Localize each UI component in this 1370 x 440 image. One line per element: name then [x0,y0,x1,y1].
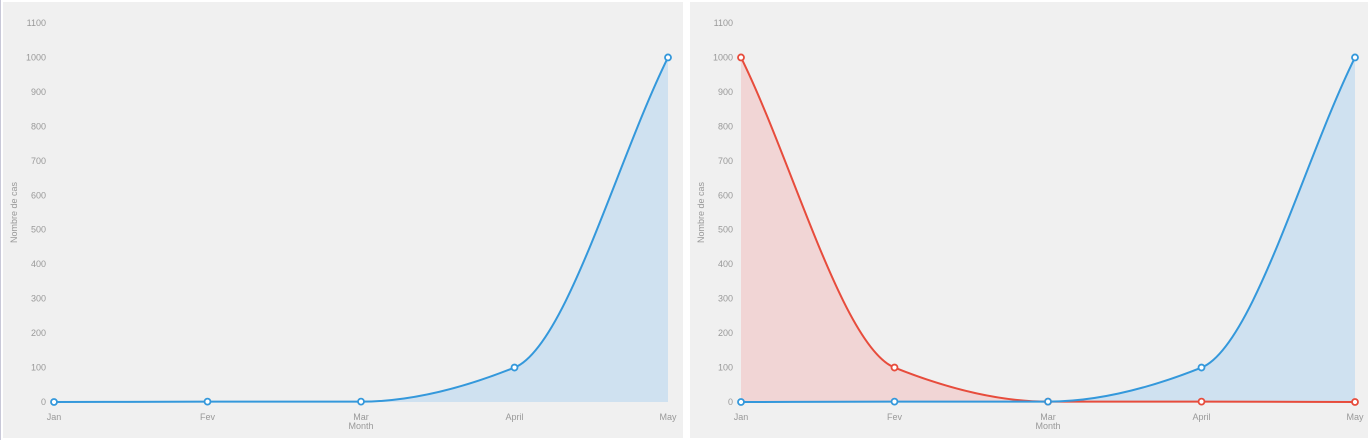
y-tick-label: 900 [31,87,46,97]
y-tick-label: 600 [31,190,46,200]
y-tick-label: 100 [31,363,46,373]
y-tick-label: 900 [718,87,733,97]
series-area-fill [741,57,1355,403]
x-tick-label: May [1346,412,1364,422]
data-point[interactable] [1351,53,1359,62]
data-point[interactable] [1044,397,1052,406]
y-tick-label: 1000 [26,52,46,62]
area-chart-right: 0 100 200 300 400 500 600 700 800 900 1000 1100 Jan F… [696,18,1364,431]
data-point[interactable] [1197,363,1206,372]
x-tick-label: Fev [200,412,216,422]
data-point[interactable] [510,363,519,372]
y-tick-label: 1100 [714,18,733,28]
y-tick-label: 100 [718,363,733,373]
data-point[interactable] [1351,398,1359,406]
y-tick-label: 200 [31,328,46,338]
area-chart-left: 0 100 200 300 400 500 600 700 800 900 1000 1100 Jan F… [9,18,677,431]
data-point[interactable] [664,53,672,62]
series-line [53,57,669,403]
y-tick-label: 0 [41,397,46,407]
data-point[interactable] [203,397,212,406]
y-tick-label: 300 [31,294,46,304]
y-tick-label: 500 [31,225,46,235]
x-tick-label: April [1192,412,1210,422]
y-tick-label: 200 [718,328,733,338]
y-axis-title: Nombre de cas [9,181,19,243]
chart-panel-left: 0 100 200 300 400 500 600 700 800 900 1000 1100 Jan F… [3,2,683,438]
x-axis-title: Month [1035,421,1060,431]
series-area-fill [741,57,1355,403]
y-tick-label: 400 [31,259,46,269]
y-axis-title: Nombre de cas [696,181,706,243]
x-tick-label: Mar [353,412,369,422]
data-point[interactable] [890,363,899,372]
y-tick-label: 700 [31,156,46,166]
y-tick-label: 0 [728,397,733,407]
y-tick-label: 700 [718,156,733,166]
data-point[interactable] [737,53,745,62]
series-line [740,57,1356,403]
y-tick-label: 800 [31,121,46,131]
y-tick-label: 400 [718,259,733,269]
series-line [740,57,1356,403]
series-area-fill [54,57,668,403]
y-tick-label: 1100 [27,18,46,28]
data-point[interactable] [50,398,58,406]
x-tick-label: Mar [1040,412,1056,422]
x-tick-label: April [505,412,523,422]
y-tick-label: 600 [718,190,733,200]
y-tick-label: 300 [718,294,733,304]
x-axis-title: Month [348,421,373,431]
x-tick-label: Jan [734,412,749,422]
chart-panel-right: 0 100 200 300 400 500 600 700 800 900 1000 1100 Jan F… [690,2,1368,438]
x-tick-label: Jan [47,412,62,422]
data-point[interactable] [357,397,365,406]
x-tick-label: Fev [887,412,903,422]
y-tick-label: 800 [718,121,733,131]
data-point[interactable] [890,397,899,406]
y-tick-label: 500 [718,225,733,235]
data-point[interactable] [1197,397,1206,406]
data-point[interactable] [737,398,745,406]
x-tick-label: May [659,412,677,422]
y-tick-label: 1000 [713,52,733,62]
